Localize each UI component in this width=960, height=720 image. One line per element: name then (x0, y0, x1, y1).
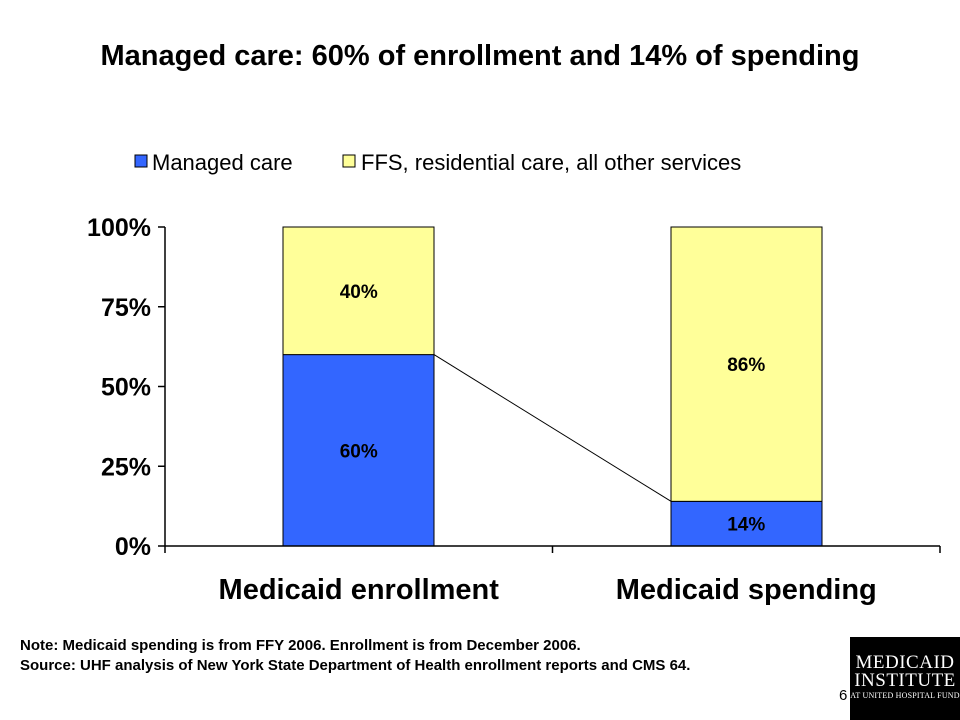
y-tick-label: 75% (101, 294, 151, 322)
logo-line-3: AT UNITED HOSPITAL FUND (850, 691, 960, 700)
y-tick-label: 100% (87, 214, 151, 242)
bar-other-services-enrollment (282, 226, 435, 356)
series-line (433, 354, 672, 502)
bar-other-services-spending (670, 226, 823, 502)
y-tick-label: 50% (101, 374, 151, 402)
logo-line-1: MEDICAID (855, 652, 955, 673)
footnote: Note: Medicaid spending is from FFY 2006… (20, 636, 800, 676)
medicaid-institute-logo: MEDICAID INSTITUTE AT UNITED HOSPITAL FU… (850, 637, 960, 720)
footnote-note: Note: Medicaid spending is from FFY 2006… (20, 637, 581, 654)
y-tick-label: 0% (115, 533, 151, 561)
chart-data-labels: 60% 40% 14% 86% (340, 282, 766, 536)
chart-axes: 0% 25% 50% 75% 100% Medicaid enrollment Medica… (87, 214, 941, 606)
slide-number: 6 (839, 687, 848, 704)
bar-managed-care-spending (670, 500, 823, 547)
x-tick-label: Medicaid enrollment (219, 574, 500, 606)
data-label: 60% (340, 441, 378, 462)
legend-swatch (134, 154, 148, 168)
legend-label: FFS, residential care, all other service… (361, 150, 741, 175)
legend-label: Managed care (152, 150, 293, 175)
bar-managed-care-enrollment (282, 354, 435, 547)
stacked-bar-chart: Managed care FFS, residential care, all o… (87, 150, 941, 606)
data-label: 14% (727, 515, 765, 536)
y-tick-label: 25% (101, 453, 151, 481)
data-label: 40% (340, 282, 378, 303)
footnote-source: Source: UHF analysis of New York State D… (20, 657, 691, 674)
legend-swatch (342, 154, 356, 168)
data-label: 86% (727, 355, 765, 376)
chart-legend: Managed care FFS, residential care, all o… (134, 150, 741, 175)
slide-title: Managed care: 60% of enrollment and 14% … (100, 40, 860, 72)
chart-bars (282, 226, 823, 547)
logo-line-2: INSTITUTE (854, 670, 956, 691)
series-lines (433, 354, 672, 502)
x-tick-label: Medicaid spending (616, 574, 877, 606)
